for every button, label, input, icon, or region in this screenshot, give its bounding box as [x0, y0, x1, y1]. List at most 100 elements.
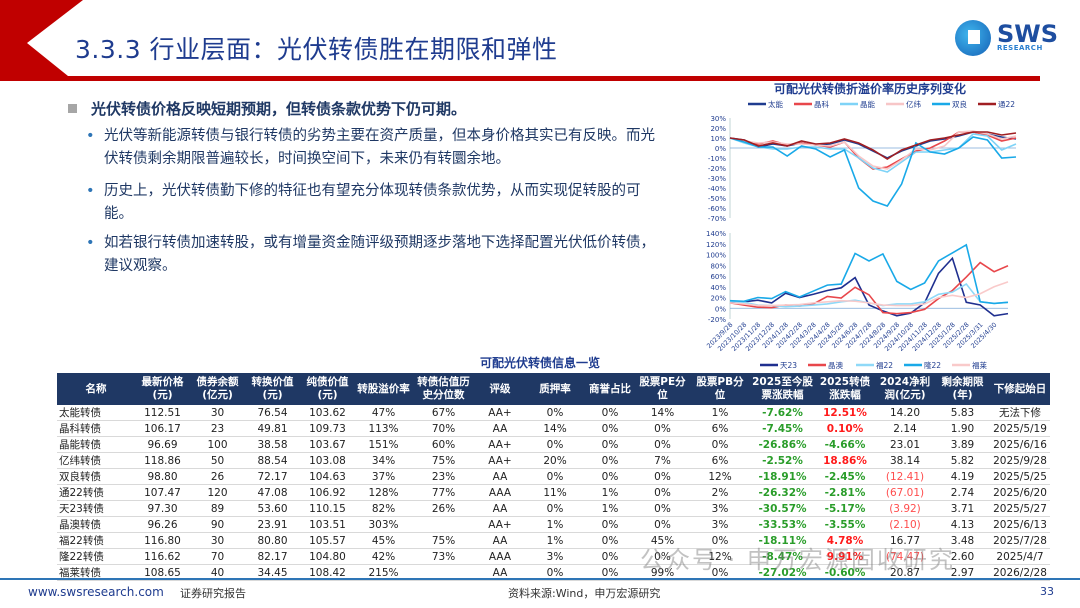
table-cell: AA [475, 420, 525, 437]
table-cell: 2.60 [935, 548, 990, 565]
table-cell: 38.14 [875, 452, 935, 469]
bullet-3: • 如若银行转债加速转股，或有增量资金随评级预期逐步落地下选择配置光伏低价转债，建… [86, 232, 669, 278]
y-tick-label: -10% [708, 155, 726, 163]
y-tick-label: -70% [708, 215, 726, 223]
table-cell: 18.86% [815, 452, 875, 469]
table-cell: 0% [585, 420, 635, 437]
table-cell: 105.57 [300, 532, 355, 549]
table-cell: 20% [525, 452, 585, 469]
table-cell: 16.77 [875, 532, 935, 549]
table-cell: 0% [635, 500, 690, 517]
table-cell: 42% [355, 548, 412, 565]
table-cell: 60% [412, 436, 475, 453]
logo-sub: RESEARCH [997, 44, 1043, 52]
table-cell: AA [475, 564, 525, 581]
table-cell: 0% [525, 468, 585, 485]
table-cell: 47% [355, 405, 412, 421]
bullet-icon: • [86, 235, 95, 251]
table-cell: 3% [525, 548, 585, 565]
table-cell: (74.47) [875, 548, 935, 565]
footer-url[interactable]: www.swsresearch.com [28, 585, 164, 599]
table-cell: 0% [635, 516, 690, 533]
table-cell: -33.53% [750, 516, 815, 533]
table-cell: 晶科转债 [57, 420, 135, 437]
table-cell: AA+ [475, 436, 525, 453]
table-row: 天23转债 97.30 89 53.60 110.15 82% 26% AA 0% 1% 0% 3% -… [57, 500, 1050, 517]
table-cell: 无法下修 [990, 405, 1050, 421]
legend-label: 晶澳 [828, 360, 843, 370]
column-header: 剩余期限(年) [935, 373, 990, 405]
table-cell: 2% [690, 484, 750, 501]
table-cell: AA [475, 468, 525, 485]
table-cell: -26.86% [750, 436, 815, 453]
table-cell: 0% [635, 468, 690, 485]
table-cell: 1% [585, 484, 635, 501]
table-cell: 2025/5/27 [990, 500, 1050, 517]
table-cell: 0% [525, 436, 585, 453]
legend-label: 福莱 [972, 360, 987, 370]
series-line-福莱 [729, 281, 1009, 307]
table-cell: 120 [190, 484, 245, 501]
table-cell: 0% [635, 484, 690, 501]
table-cell: 0% [585, 548, 635, 565]
premium-chart-bottom: 140%120%100%80%60%40%20%0%-20%2023/9/282… [705, 230, 1009, 370]
y-tick-label: 0% [715, 305, 726, 313]
column-header: 质押率 [525, 373, 585, 405]
table-cell: (3.92) [875, 500, 935, 517]
table-cell: 0% [525, 500, 585, 517]
table-cell: 晶能转债 [57, 436, 135, 453]
table-cell: 109.73 [300, 420, 355, 437]
table-cell: 76.54 [245, 405, 300, 421]
table-cell: 72.17 [245, 468, 300, 485]
table-cell: 隆22转债 [57, 548, 135, 565]
y-tick-label: 60% [710, 273, 726, 281]
y-tick-label: -50% [708, 195, 726, 203]
table-cell: 福莱转债 [57, 564, 135, 581]
table-cell: (12.41) [875, 468, 935, 485]
table-cell: 98.80 [135, 468, 190, 485]
column-header: 商誉占比 [585, 373, 635, 405]
table-row: 通22转债 107.47 120 47.08 106.92 128% 77% AAA 11% 1%… [57, 484, 1050, 501]
table-cell: -26.32% [750, 484, 815, 501]
bullet-text: 历史上，光伏转债勤下修的特征也有望充分体现转债条款优势，从而实现促转股的可能。 [104, 183, 641, 222]
table-cell: 0% [690, 436, 750, 453]
table-cell: 晶澳转债 [57, 516, 135, 533]
table-cell: AA+ [475, 452, 525, 469]
table-cell: 6% [690, 452, 750, 469]
table-cell: 福22转债 [57, 532, 135, 549]
page-title: 3.3.3 行业层面：光伏转债胜在期限和弹性 [75, 35, 558, 64]
column-header: 2024净利润(亿元) [875, 373, 935, 405]
table-cell: AA+ [475, 405, 525, 421]
table-cell: -5.17% [815, 500, 875, 517]
table-cell: 34.45 [245, 564, 300, 581]
table-cell: AA [475, 500, 525, 517]
table-cell: 45% [635, 532, 690, 549]
table-row: 双良转债 98.80 26 72.17 104.63 37% 23% AA 0% 0% 0% 12% -… [57, 468, 1050, 485]
premium-chart-top: 30% 20% 10% 0% -10% -20% -30% -40% -50% -60% -70% 太… [708, 99, 1017, 223]
table-cell: AA+ [475, 516, 525, 533]
bullet-icon: • [86, 128, 95, 144]
table-row: 晶澳转债 96.26 90 23.91 103.51 303% AA+ 1% 0% 0% 3% -33… [57, 516, 1050, 533]
table-cell: 80.80 [245, 532, 300, 549]
table-cell: -4.66% [815, 436, 875, 453]
table-cell: 0% [585, 532, 635, 549]
legend-label: 晶能 [860, 99, 875, 109]
table-cell: 100 [190, 436, 245, 453]
table-cell: 2025/5/19 [990, 420, 1050, 437]
table-cell: 108.65 [135, 564, 190, 581]
table-cell: 96.26 [135, 516, 190, 533]
y-tick-label: 10% [710, 135, 726, 143]
table-cell: 1% [525, 532, 585, 549]
table-cell: 34% [355, 452, 412, 469]
table-cell: 70 [190, 548, 245, 565]
table-cell: 太能转债 [57, 405, 135, 421]
column-header: 股票PB分位 [690, 373, 750, 405]
table-cell: 亿纬转债 [57, 452, 135, 469]
table-cell: AA [475, 532, 525, 549]
table-cell: 3.71 [935, 500, 990, 517]
table-cell: 104.80 [300, 548, 355, 565]
lead-text: 光伏转债价格反映短期预期，但转债条款优势下仍可期。 [91, 100, 467, 118]
y-tick-label: 20% [710, 125, 726, 133]
table-cell: 2025/6/16 [990, 436, 1050, 453]
table-cell: 23.01 [875, 436, 935, 453]
